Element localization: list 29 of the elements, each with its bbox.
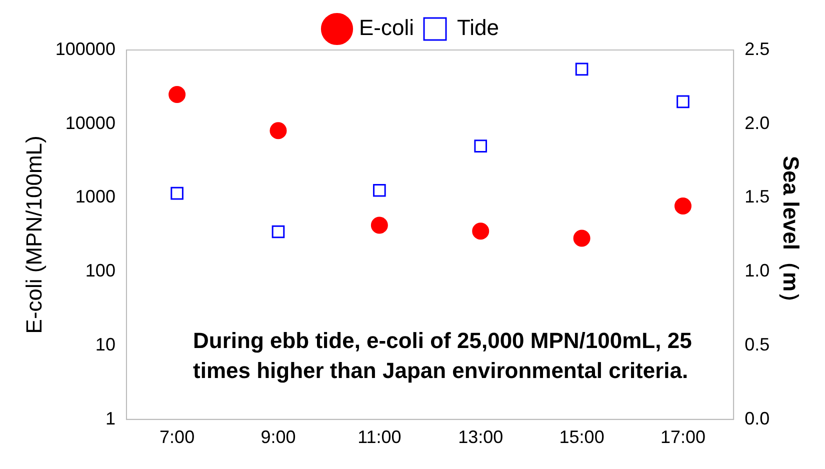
y-tick-label: 1000 — [75, 186, 116, 207]
point — [270, 122, 287, 140]
point — [573, 230, 590, 247]
y-tick-label: 100 — [85, 260, 116, 281]
y-axis-title: E-coli (MPN/100mL) — [21, 136, 46, 334]
point — [472, 222, 490, 240]
x-tick-label: 17:00 — [660, 427, 706, 448]
y2-tick-label: 1.0 — [744, 260, 770, 281]
y2-tick-label: 2.0 — [744, 112, 770, 133]
x-tick-label: 7:00 — [160, 427, 195, 448]
point — [168, 86, 186, 103]
y-tick-label: 1 — [105, 408, 116, 428]
x-tick-label: 11:00 — [358, 427, 402, 448]
y2-tick-label: 0.5 — [744, 334, 770, 354]
annotation: During ebb tide, e-coli of 25,000 MPN/100mL, 25 times higher than Japan environmental criteria. — [193, 327, 693, 385]
legend-label: E-coli — [359, 15, 414, 40]
legend-label: Tide — [457, 15, 499, 40]
y2-tick-label: 2.5 — [744, 38, 770, 59]
point — [674, 198, 692, 215]
y-tick-label: 10 — [95, 334, 116, 354]
point — [370, 216, 388, 234]
x-tick-label: 13:00 — [458, 427, 504, 448]
y2-tick-label: 1.5 — [744, 186, 770, 207]
x-tick-label: 15:00 — [559, 427, 604, 448]
x-tick-label: 9:00 — [260, 427, 296, 448]
y-tick-label: 10000 — [65, 112, 116, 133]
y2-tick-label: 0.0 — [744, 408, 770, 428]
y2-axis-title: Sea level（m） — [778, 156, 804, 314]
y-tick-label: 100000 — [55, 38, 116, 59]
